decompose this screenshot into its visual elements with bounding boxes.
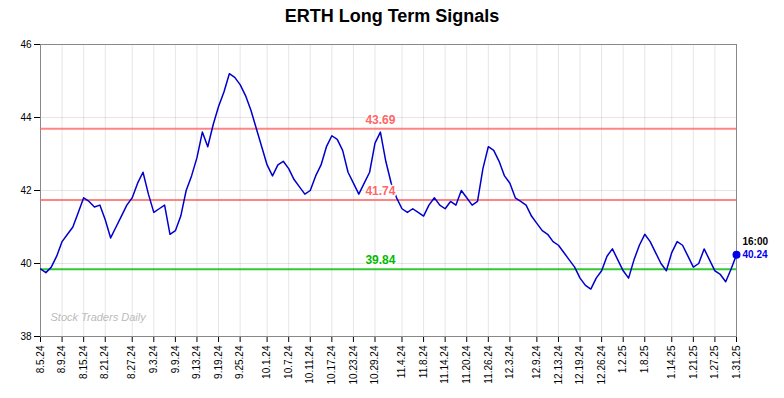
svg-text:Stock Traders Daily: Stock Traders Daily: [51, 311, 148, 323]
svg-text:1.2.25: 1.2.25: [617, 345, 628, 373]
svg-text:39.84: 39.84: [365, 253, 395, 267]
svg-text:40: 40: [20, 258, 32, 269]
svg-text:1.21.25: 1.21.25: [688, 345, 699, 379]
svg-text:9.19.24: 9.19.24: [213, 345, 224, 379]
svg-text:12.3.24: 12.3.24: [504, 345, 515, 379]
svg-text:8.15.24: 8.15.24: [78, 345, 89, 379]
svg-text:10.17.24: 10.17.24: [326, 345, 337, 384]
svg-text:8.21.24: 8.21.24: [99, 345, 110, 379]
svg-text:9.3.24: 9.3.24: [148, 345, 159, 373]
svg-text:12.26.24: 12.26.24: [596, 345, 607, 384]
svg-text:10.11.24: 10.11.24: [304, 345, 315, 384]
svg-text:11.4.24: 11.4.24: [396, 345, 407, 378]
svg-text:10.7.24: 10.7.24: [283, 345, 294, 379]
svg-text:1.14.25: 1.14.25: [666, 345, 677, 379]
svg-text:43.69: 43.69: [365, 113, 395, 127]
svg-text:16:00: 16:00: [743, 236, 769, 247]
svg-text:10.1.24: 10.1.24: [261, 345, 272, 379]
svg-text:8.27.24: 8.27.24: [126, 345, 137, 379]
svg-text:1.31.25: 1.31.25: [731, 345, 742, 379]
svg-text:12.13.24: 12.13.24: [553, 345, 564, 384]
svg-text:9.25.24: 9.25.24: [234, 345, 245, 379]
svg-text:12.19.24: 12.19.24: [574, 345, 585, 384]
svg-text:46: 46: [20, 39, 32, 50]
svg-text:11.20.24: 11.20.24: [461, 345, 472, 384]
svg-text:10.23.24: 10.23.24: [348, 345, 359, 384]
svg-text:41.74: 41.74: [365, 184, 395, 198]
svg-text:11.14.24: 11.14.24: [439, 345, 450, 384]
svg-text:40.24: 40.24: [743, 249, 768, 260]
svg-text:8.9.24: 8.9.24: [56, 345, 67, 373]
html-text:ERTH Long Term Signals: ERTH Long Term Signals: [284, 6, 500, 26]
svg-text:42: 42: [20, 185, 32, 196]
svg-text:44: 44: [20, 112, 32, 123]
svg-text:1.27.25: 1.27.25: [709, 345, 720, 379]
svg-text:38: 38: [20, 331, 32, 342]
svg-text:12.9.24: 12.9.24: [531, 345, 542, 379]
svg-text:8.5.24: 8.5.24: [35, 345, 46, 373]
svg-text:11.26.24: 11.26.24: [483, 345, 494, 384]
svg-text:11.8.24: 11.8.24: [418, 345, 429, 378]
svg-text:9.9.24: 9.9.24: [170, 345, 181, 373]
svg-text:1.8.25: 1.8.25: [639, 345, 650, 373]
svg-text:9.13.24: 9.13.24: [191, 345, 202, 379]
svg-text:10.29.24: 10.29.24: [369, 345, 380, 384]
